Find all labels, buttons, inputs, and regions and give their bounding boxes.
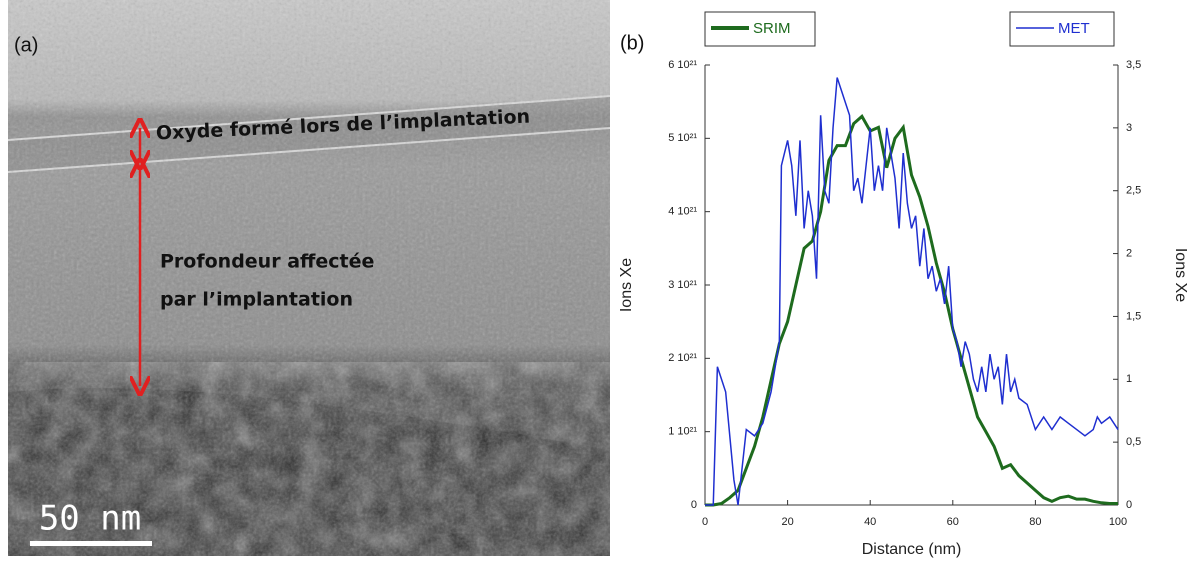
y-tick-label: 4 10²¹	[668, 206, 697, 218]
y2-tick-label: 3	[1126, 122, 1132, 134]
x-tick-label: 0	[702, 516, 708, 528]
legend-label: SRIM	[753, 20, 791, 37]
y-axis-label: Ions Xe	[618, 258, 635, 312]
panel-label: (b)	[620, 32, 644, 54]
depth-label: Profondeur affectée	[160, 251, 374, 273]
scale-bar	[30, 541, 152, 546]
data-line	[705, 77, 1119, 506]
y-tick-label: 0	[691, 499, 697, 511]
legend-box	[1009, 11, 1115, 47]
y-tick-label: 3 10²¹	[668, 279, 697, 291]
y2-tick-label: 2,5	[1126, 185, 1141, 197]
x-tick-label: 100	[1109, 516, 1127, 528]
y-tick-label: 1 10²¹	[668, 426, 697, 438]
y2-tick-label: 2	[1126, 247, 1132, 259]
y2-tick-label: 1,5	[1126, 310, 1141, 322]
y2-axis-label: Ions Xe	[1172, 248, 1189, 302]
x-tick-label: 60	[947, 516, 959, 528]
y2-tick-label: 0	[1126, 499, 1132, 511]
y2-tick-label: 0,5	[1126, 436, 1141, 448]
x-tick-label: 40	[864, 516, 876, 528]
data-line	[705, 113, 1118, 507]
tem-image	[8, 0, 610, 556]
y-tick-label: 2 10²¹	[668, 352, 697, 364]
panel-label: (a)	[14, 34, 38, 56]
y-tick-label: 5 10²¹	[668, 132, 697, 144]
y2-tick-label: 3,5	[1126, 59, 1141, 71]
scale-label: 50 nm	[39, 499, 141, 539]
y-tick-label: 6 10²¹	[668, 59, 697, 71]
x-axis-label: Distance (nm)	[862, 541, 962, 558]
x-tick-label: 20	[781, 516, 793, 528]
depth-label: par l’implantation	[160, 289, 353, 311]
legend-label: MET	[1058, 20, 1090, 37]
y2-tick-label: 1	[1126, 373, 1132, 385]
x-tick-label: 80	[1029, 516, 1041, 528]
